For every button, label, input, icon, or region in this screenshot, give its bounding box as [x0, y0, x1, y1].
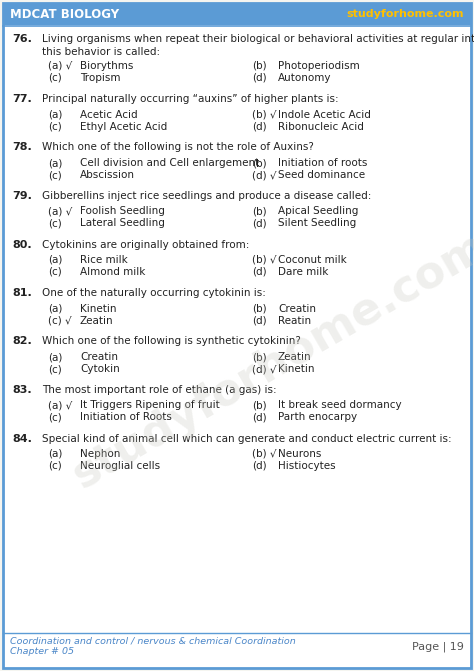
Text: 80.: 80. — [12, 240, 32, 250]
Text: (d) √: (d) √ — [252, 170, 276, 180]
Text: Principal naturally occurring “auxins” of higher plants is:: Principal naturally occurring “auxins” o… — [42, 94, 338, 104]
Text: (a): (a) — [48, 303, 63, 313]
Text: (d): (d) — [252, 413, 266, 423]
Text: (c): (c) — [48, 170, 62, 180]
Text: Ribonucleic Acid: Ribonucleic Acid — [278, 121, 364, 132]
Text: (a) √: (a) √ — [48, 401, 72, 411]
Text: The most important role of ethane (a gas) is:: The most important role of ethane (a gas… — [42, 385, 277, 395]
Text: (b) √: (b) √ — [252, 255, 276, 265]
Text: Kinetin: Kinetin — [80, 303, 117, 313]
Text: (c): (c) — [48, 121, 62, 132]
Text: 81.: 81. — [12, 288, 32, 298]
Text: (d): (d) — [252, 461, 266, 471]
Text: (a) √: (a) √ — [48, 207, 72, 217]
Text: Which one of the following is not the role of Auxins?: Which one of the following is not the ro… — [42, 142, 314, 152]
Text: Ethyl Acetic Acid: Ethyl Acetic Acid — [80, 121, 167, 132]
Text: It break seed dormancy: It break seed dormancy — [278, 401, 401, 411]
Text: (a): (a) — [48, 158, 63, 168]
Text: Kinetin: Kinetin — [278, 364, 315, 374]
Text: 83.: 83. — [12, 385, 32, 395]
Text: Which one of the following is synthetic cytokinin?: Which one of the following is synthetic … — [42, 336, 301, 346]
Text: (c) √: (c) √ — [48, 315, 72, 325]
Text: studyforhome.com: studyforhome.com — [346, 9, 464, 19]
Text: (c): (c) — [48, 267, 62, 277]
Text: (c): (c) — [48, 219, 62, 229]
Text: Acetic Acid: Acetic Acid — [80, 109, 137, 119]
Text: 84.: 84. — [12, 433, 32, 444]
Text: (c): (c) — [48, 413, 62, 423]
Text: Creatin: Creatin — [278, 303, 316, 313]
Text: Almond milk: Almond milk — [80, 267, 146, 277]
Text: (d): (d) — [252, 73, 266, 83]
Text: Apical Seedling: Apical Seedling — [278, 207, 358, 217]
Text: (a): (a) — [48, 109, 63, 119]
Text: One of the naturally occurring cytokinin is:: One of the naturally occurring cytokinin… — [42, 288, 266, 298]
Text: Cell division and Cell enlargement: Cell division and Cell enlargement — [80, 158, 259, 168]
Text: Histiocytes: Histiocytes — [278, 461, 336, 471]
Text: Tropism: Tropism — [80, 73, 120, 83]
Text: Initiation of roots: Initiation of roots — [278, 158, 367, 168]
Text: Reatin: Reatin — [278, 315, 311, 325]
Text: Cytokinins are originally obtained from:: Cytokinins are originally obtained from: — [42, 240, 249, 250]
Text: (b) √: (b) √ — [252, 109, 276, 119]
Text: (a): (a) — [48, 255, 63, 265]
Bar — [3, 3, 471, 25]
Text: (c): (c) — [48, 73, 62, 83]
Text: Biorythms: Biorythms — [80, 61, 133, 71]
Text: MDCAT BIOLOGY: MDCAT BIOLOGY — [10, 7, 119, 21]
Text: Parth enocarpy: Parth enocarpy — [278, 413, 357, 423]
Text: Dare milk: Dare milk — [278, 267, 328, 277]
Text: Autonomy: Autonomy — [278, 73, 331, 83]
Text: (c): (c) — [48, 364, 62, 374]
Text: 76.: 76. — [12, 34, 32, 44]
Text: Foolish Seedling: Foolish Seedling — [80, 207, 165, 217]
Text: (d): (d) — [252, 267, 266, 277]
Text: (b): (b) — [252, 158, 266, 168]
Text: Initiation of Roots: Initiation of Roots — [80, 413, 172, 423]
Text: (b): (b) — [252, 207, 266, 217]
Text: It Triggers Ripening of fruit: It Triggers Ripening of fruit — [80, 401, 220, 411]
Text: (b): (b) — [252, 61, 266, 71]
Text: (d): (d) — [252, 315, 266, 325]
Text: Silent Seedling: Silent Seedling — [278, 219, 356, 229]
Text: Page | 19: Page | 19 — [412, 641, 464, 652]
Text: Neurons: Neurons — [278, 449, 321, 459]
Text: (d): (d) — [252, 121, 266, 132]
Text: (b): (b) — [252, 401, 266, 411]
Text: Chapter # 05: Chapter # 05 — [10, 647, 74, 656]
Text: Coconut milk: Coconut milk — [278, 255, 347, 265]
Text: (d): (d) — [252, 219, 266, 229]
Text: Cytokin: Cytokin — [80, 364, 120, 374]
Text: (b) √: (b) √ — [252, 449, 276, 459]
Text: (d) √: (d) √ — [252, 364, 276, 374]
Text: 78.: 78. — [12, 142, 32, 152]
Text: Rice milk: Rice milk — [80, 255, 128, 265]
Text: (b): (b) — [252, 352, 266, 362]
Text: Special kind of animal cell which can generate and conduct electric current is:: Special kind of animal cell which can ge… — [42, 433, 452, 444]
Text: (a): (a) — [48, 449, 63, 459]
Text: Gibberellins inject rice seedlings and produce a disease called:: Gibberellins inject rice seedlings and p… — [42, 191, 371, 201]
Text: Seed dominance: Seed dominance — [278, 170, 365, 180]
Text: Nephon: Nephon — [80, 449, 120, 459]
Text: (c): (c) — [48, 461, 62, 471]
Text: 82.: 82. — [12, 336, 32, 346]
Text: Creatin: Creatin — [80, 352, 118, 362]
Text: (a): (a) — [48, 352, 63, 362]
Text: studyforhome.com: studyforhome.com — [65, 225, 474, 497]
Text: Zeatin: Zeatin — [80, 315, 114, 325]
Text: Lateral Seedling: Lateral Seedling — [80, 219, 165, 229]
Text: Living organisms when repeat their biological or behavioral activities at regula: Living organisms when repeat their biolo… — [42, 34, 474, 57]
Text: 77.: 77. — [12, 94, 32, 104]
Text: (a) √: (a) √ — [48, 61, 72, 71]
Text: Photoperiodism: Photoperiodism — [278, 61, 360, 71]
Text: (b): (b) — [252, 303, 266, 313]
Text: Indole Acetic Acid: Indole Acetic Acid — [278, 109, 371, 119]
Text: Zeatin: Zeatin — [278, 352, 311, 362]
Text: Abscission: Abscission — [80, 170, 135, 180]
Text: 79.: 79. — [12, 191, 32, 201]
Text: Neuroglial cells: Neuroglial cells — [80, 461, 160, 471]
Text: Coordination and control / nervous & chemical Coordination: Coordination and control / nervous & che… — [10, 636, 296, 645]
